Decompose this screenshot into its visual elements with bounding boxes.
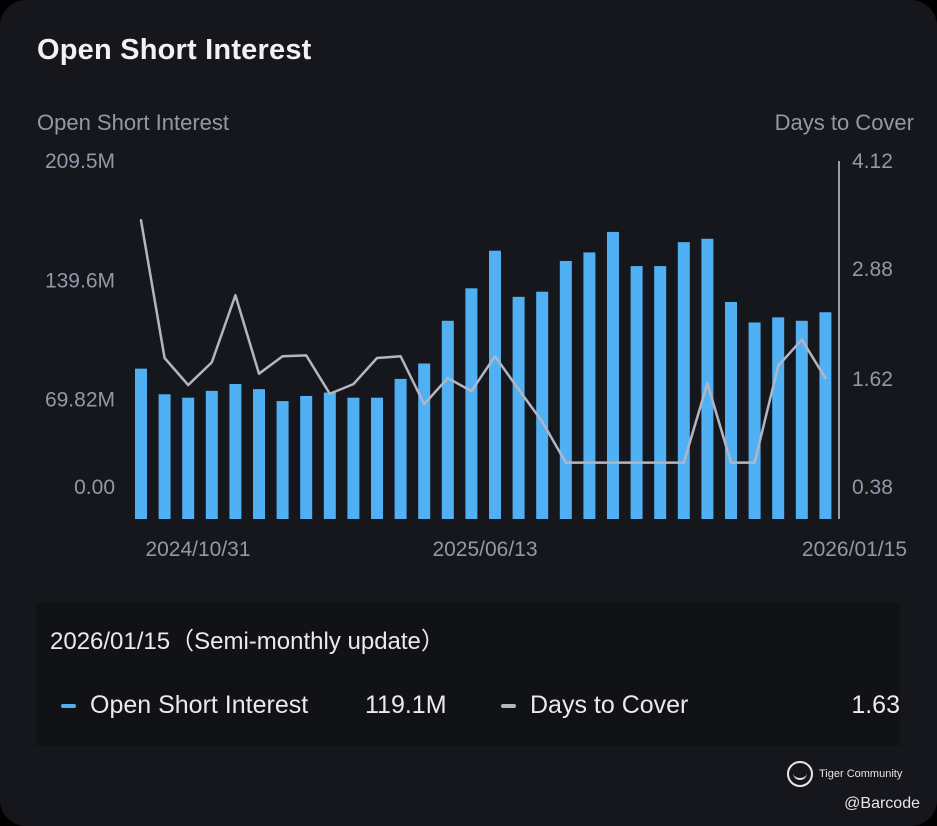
bar-8 [323, 392, 336, 519]
short-interest-chart[interactable]: 209.5M 139.6M 69.82M 0.00 4.12 2.88 1.62 0.38 20… [0, 140, 937, 570]
left-tick-label: 0.00 [74, 476, 115, 499]
left-axis-title: Open Short Interest [37, 110, 229, 135]
bar-24 [701, 238, 714, 520]
bar-10 [371, 397, 383, 519]
legend-label-short-interest: Open Short Interest [90, 691, 309, 719]
summary-panel: 2026/01/15（Semi-monthly update） Open Sho… [36, 603, 900, 746]
bar-1 [158, 394, 171, 519]
bar-26 [748, 322, 761, 519]
bar-16 [512, 296, 525, 519]
x-tick-label: 2024/10/31 [145, 538, 250, 561]
bar-15 [489, 250, 501, 519]
tiger-logo-icon [787, 761, 813, 787]
bar-3 [205, 390, 218, 519]
bar-0 [135, 368, 147, 519]
bar-23 [677, 242, 690, 520]
bar-19 [583, 252, 596, 520]
x-tick-label: 2025/06/13 [432, 538, 537, 561]
bar-29 [819, 312, 832, 519]
card-title: Open Short Interest [37, 34, 312, 66]
bar-18 [559, 260, 572, 519]
bar-20 [607, 231, 619, 519]
brand: Tiger Community [787, 761, 902, 787]
summary-note: （Semi-monthly update） [170, 628, 445, 655]
right-tick-label: 4.12 [852, 150, 893, 173]
summary-date-line: 2026/01/15（Semi-monthly update） [50, 621, 445, 656]
bar-13 [441, 320, 454, 519]
days-to-cover-line [139, 219, 827, 464]
left-tick-label: 209.5M [45, 150, 115, 173]
legend-item-days-to-cover[interactable]: Days to Cover [501, 691, 688, 720]
legend: Open Short Interest 119.1M Days to Cover… [36, 691, 900, 731]
legend-label-days-to-cover: Days to Cover [530, 691, 689, 719]
author-handle: @Barcode [844, 795, 920, 812]
left-tick-label: 139.6M [45, 269, 115, 292]
right-tick-label: 0.38 [852, 476, 893, 499]
bar-7 [300, 395, 313, 519]
right-tick-label: 1.62 [852, 368, 893, 391]
bar-14 [465, 288, 478, 519]
bar-9 [347, 397, 360, 519]
legend-value-days-to-cover: 1.63 [851, 691, 900, 719]
right-axis-title: Days to Cover [774, 110, 914, 135]
bar-28 [795, 320, 808, 519]
bar-17 [536, 291, 549, 519]
bar-25 [725, 301, 737, 519]
legend-item-short-interest[interactable]: Open Short Interest [61, 691, 308, 720]
bar-21 [630, 266, 643, 519]
x-tick-label: 2026/01/15 [802, 538, 907, 561]
bar-27 [772, 317, 785, 519]
bar-12 [418, 363, 431, 519]
bar-11 [394, 378, 407, 519]
summary-date: 2026/01/15 [50, 628, 171, 655]
legend-value-short-interest: 119.1M [365, 691, 447, 719]
grey-line-icon [501, 703, 516, 708]
right-tick-label: 2.88 [852, 258, 893, 281]
blue-line-icon [61, 703, 76, 708]
brand-name: Tiger Community [819, 768, 903, 780]
bar-2 [182, 397, 195, 519]
bar-22 [654, 266, 667, 519]
bar-6 [276, 401, 289, 519]
bar-4 [229, 384, 242, 519]
left-tick-label: 69.82M [45, 389, 115, 412]
bar-5 [253, 389, 265, 519]
